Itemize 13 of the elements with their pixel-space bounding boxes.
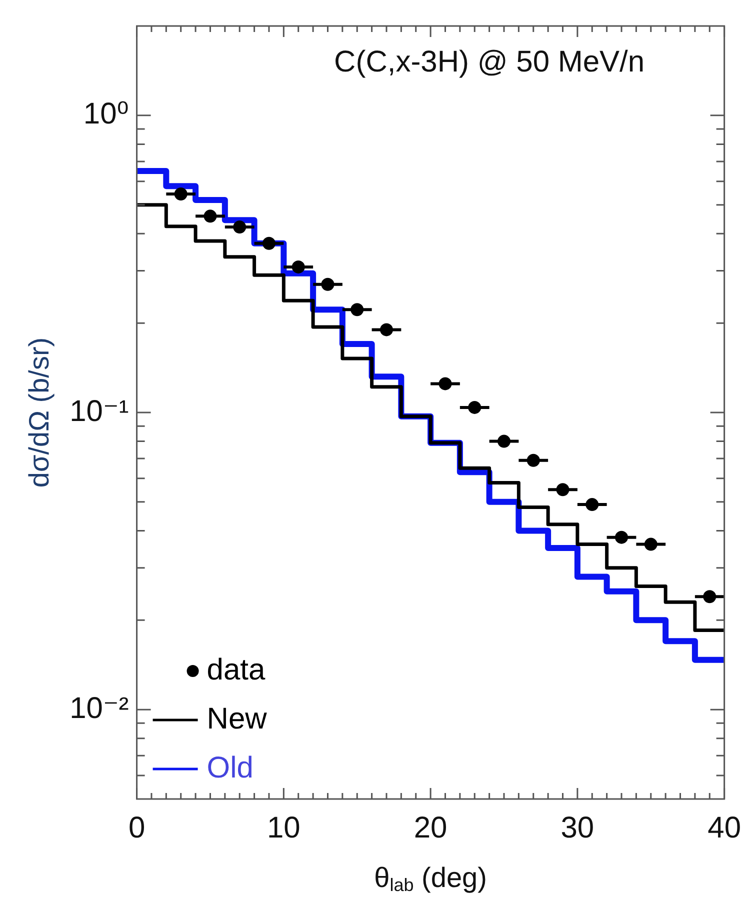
x-tick-label: 30: [560, 811, 594, 844]
x-tick-label: 10: [266, 811, 300, 844]
y-tick-label: 10⁻²: [70, 692, 129, 725]
x-tick-label: 20: [414, 811, 448, 844]
legend-label: Old: [206, 751, 254, 784]
x-tick-label: 40: [708, 811, 742, 844]
legend-label: New: [206, 702, 268, 736]
legend-label: data: [206, 653, 266, 686]
x-tick-label: 0: [128, 811, 146, 844]
y-axis-title: dσ/dΩ (b/sr): [24, 337, 55, 488]
y-tick-label: 10⁻¹: [70, 394, 129, 428]
y-tick-label: 10⁰: [83, 98, 129, 131]
text: C(C,x-3H) @ 50 MeV/n: [334, 45, 645, 78]
